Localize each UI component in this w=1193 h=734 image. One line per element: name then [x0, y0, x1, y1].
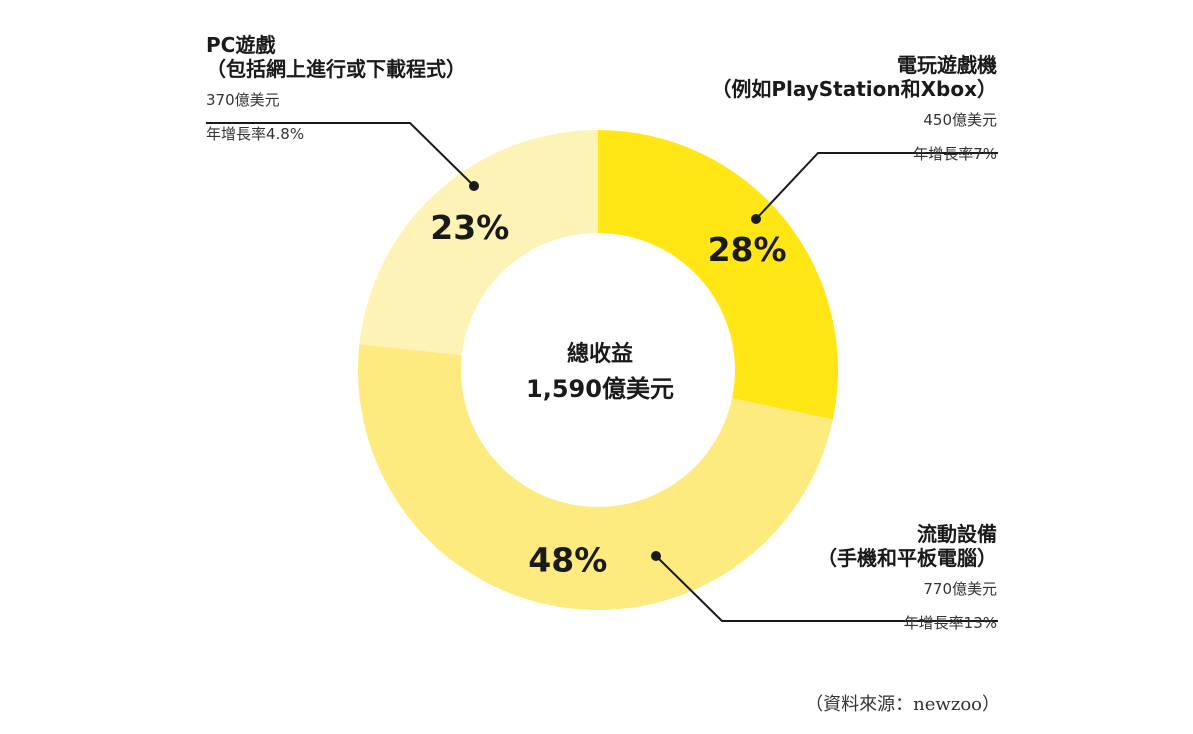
- mobile-label-group: 流動設備 （手機和平板電腦） 770億美元 年增長率13%: [817, 522, 997, 632]
- console-paren: （例如PlayStation和Xbox）: [711, 77, 997, 101]
- center-title: 總收益: [566, 342, 633, 367]
- center-total-value: 1,590億美元: [526, 375, 674, 403]
- leader-dot-console: [751, 214, 761, 224]
- mobile-value: 770億美元: [923, 580, 997, 598]
- pc-value: 370億美元: [206, 91, 280, 109]
- console-name: 電玩遊戲機: [897, 53, 997, 77]
- pc-name: PC遊戲: [206, 33, 276, 57]
- percent-label-mobile: 48%: [528, 541, 607, 580]
- leader-line-pc: [206, 122, 475, 187]
- console-value: 450億美元: [923, 111, 997, 129]
- leader-line-console: [755, 152, 998, 220]
- leader-dot-mobile: [651, 551, 661, 561]
- leader-dot-pc: [469, 181, 479, 191]
- console-growth: 年增長率7%: [913, 145, 997, 163]
- pc-growth: 年增長率4.8%: [206, 125, 305, 143]
- donut-slice-pc: [359, 130, 598, 356]
- mobile-paren: （手機和平板電腦）: [817, 546, 997, 570]
- mobile-name: 流動設備: [917, 522, 997, 546]
- mobile-growth: 年增長率13%: [903, 614, 997, 632]
- pc-paren: （包括網上進行或下載程式）: [206, 57, 466, 81]
- pc-label-group: PC遊戲 （包括網上進行或下載程式） 370億美元 年增長率4.8%: [206, 33, 466, 143]
- percent-label-console: 28%: [708, 230, 787, 269]
- leader-line-mobile: [655, 555, 998, 622]
- percent-label-pc: 23%: [430, 208, 509, 247]
- donut-slice-mobile: [357, 343, 833, 611]
- donut-slice-console: [598, 130, 838, 420]
- console-label-group: 電玩遊戲機 （例如PlayStation和Xbox） 450億美元 年增長率7%: [711, 53, 997, 163]
- source-note: （資料來源：newzoo）: [805, 694, 1000, 715]
